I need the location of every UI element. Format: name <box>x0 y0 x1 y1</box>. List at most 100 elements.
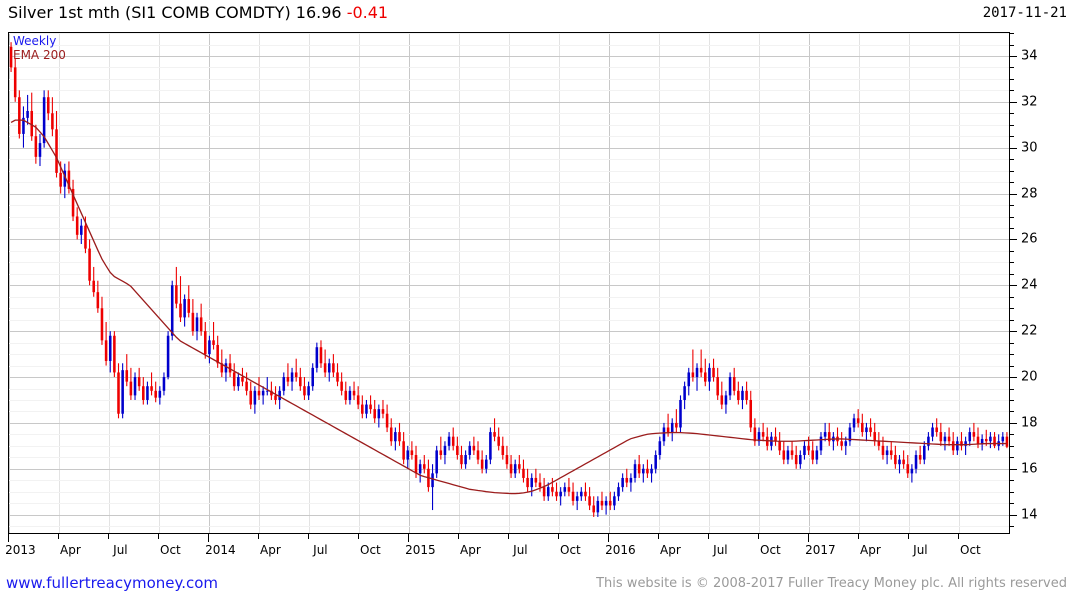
gridline-major <box>9 147 1009 149</box>
y-axis-tick <box>1010 90 1014 92</box>
y-axis-tick <box>1010 216 1014 218</box>
x-axis-tick <box>808 534 809 542</box>
y-axis-label: 30 <box>1021 140 1038 156</box>
gridline-minor <box>9 319 1009 321</box>
x-axis-tick <box>658 534 659 539</box>
gridline-major <box>9 193 1009 195</box>
x-axis-tick <box>508 534 509 539</box>
x-axis-label: Jul <box>513 543 528 557</box>
gridline-vertical <box>759 33 760 533</box>
x-axis-tick <box>908 534 909 539</box>
gridline-minor <box>9 411 1009 413</box>
x-axis: 2013 Apr Jul Oct 2014 Apr Jul Oct 2015 Apr Jul Oct 2… <box>5 534 1010 564</box>
gridline-vertical <box>409 33 410 533</box>
y-axis-tick <box>1010 434 1014 436</box>
y-axis-tick <box>1010 422 1017 424</box>
last-price: 16.96 <box>295 3 342 22</box>
x-axis-tick <box>258 534 259 539</box>
quote-date: 2017-11-21 <box>982 5 1067 21</box>
gridline-minor <box>9 170 1009 172</box>
x-axis-tick <box>208 534 209 542</box>
gridline-vertical <box>609 33 610 533</box>
gridline-minor <box>9 400 1009 401</box>
gridline-minor <box>9 182 1009 184</box>
gridline-minor <box>9 491 1009 493</box>
y-axis-tick <box>1010 308 1014 310</box>
y-axis-tick <box>1010 44 1014 46</box>
instrument-name: Silver 1st mth (SI1 COMB COMDTY) <box>8 3 291 22</box>
y-axis-tick <box>1010 480 1014 482</box>
y-axis-tick <box>1010 193 1017 195</box>
y-axis-tick <box>1010 67 1014 69</box>
x-axis-label: Apr <box>260 543 281 557</box>
gridline-major <box>9 514 1009 516</box>
y-axis-tick <box>1010 491 1014 493</box>
gridline-minor <box>9 113 1009 115</box>
x-axis-label: Jul <box>713 543 728 557</box>
gridline-vertical <box>309 33 310 533</box>
y-axis-label: 18 <box>1021 415 1038 431</box>
chart-header: Silver 1st mth (SI1 COMB COMDTY) 16.96 -… <box>0 0 1075 28</box>
gridline-vertical <box>109 33 110 533</box>
y-axis-tick <box>1010 182 1014 184</box>
y-axis-tick <box>1010 468 1017 470</box>
x-axis-tick <box>608 534 609 542</box>
x-axis-label: Apr <box>460 543 481 557</box>
gridline-minor <box>9 365 1009 367</box>
legend-ema-200: EMA 200 <box>13 48 66 62</box>
gridline-vertical <box>259 33 260 533</box>
x-axis-label: 2016 <box>605 543 636 557</box>
x-axis-label: 2013 <box>5 543 36 557</box>
x-axis-label: Apr <box>860 543 881 557</box>
gridline-major <box>9 285 1009 287</box>
x-axis-tick <box>108 534 109 539</box>
y-axis-label: 26 <box>1021 231 1038 247</box>
gridline-minor <box>9 67 1009 69</box>
gridline-major <box>9 55 1009 57</box>
gridline-vertical <box>209 33 210 533</box>
x-axis-tick <box>58 534 59 539</box>
x-axis-tick <box>558 534 559 539</box>
price-chart-plot-area: Weekly EMA 200 <box>8 32 1010 534</box>
gridline-minor <box>9 342 1009 344</box>
y-axis-tick <box>1010 388 1014 390</box>
gridline-minor <box>9 480 1009 482</box>
gridline-minor <box>9 308 1009 310</box>
y-axis-tick <box>1010 331 1017 333</box>
x-axis-tick <box>408 534 409 542</box>
x-axis-label: Jul <box>313 543 328 557</box>
y-axis-tick <box>1010 55 1017 57</box>
y-axis-tick <box>1010 124 1014 126</box>
gridline-minor <box>9 124 1009 126</box>
gridline-minor <box>9 159 1009 161</box>
y-axis-label: 34 <box>1021 48 1038 64</box>
y-axis-tick <box>1010 285 1017 287</box>
x-axis-label: Oct <box>560 543 581 557</box>
x-axis-label: 2015 <box>405 543 436 557</box>
y-axis: 14 16 18 20 22 24 26 28 30 32 34 <box>1010 32 1075 534</box>
gridline-minor <box>9 503 1009 505</box>
x-axis-tick <box>458 534 459 539</box>
gridline-major <box>9 239 1009 241</box>
x-axis-tick <box>858 534 859 539</box>
gridline-vertical <box>959 33 960 533</box>
gridline-vertical <box>659 33 660 533</box>
x-axis-label: Oct <box>360 543 381 557</box>
x-axis-label: Oct <box>960 543 981 557</box>
y-axis-tick <box>1010 411 1014 413</box>
y-axis-tick <box>1010 445 1014 447</box>
y-axis-tick <box>1010 170 1014 172</box>
gridline-minor <box>9 90 1009 92</box>
y-axis-label: 14 <box>1021 507 1038 523</box>
x-axis-label: Apr <box>660 543 681 557</box>
gridline-minor <box>9 434 1009 436</box>
gridline-vertical <box>159 33 160 533</box>
gridline-major <box>9 377 1009 378</box>
y-axis-tick <box>1010 159 1014 161</box>
gridline-vertical <box>709 33 710 533</box>
y-axis-tick <box>1010 526 1014 528</box>
y-axis-tick <box>1010 400 1014 401</box>
y-axis-label: 16 <box>1021 461 1038 477</box>
x-axis-label: 2017 <box>805 543 836 557</box>
website-link[interactable]: www.fullertreacymoney.com <box>6 574 219 592</box>
